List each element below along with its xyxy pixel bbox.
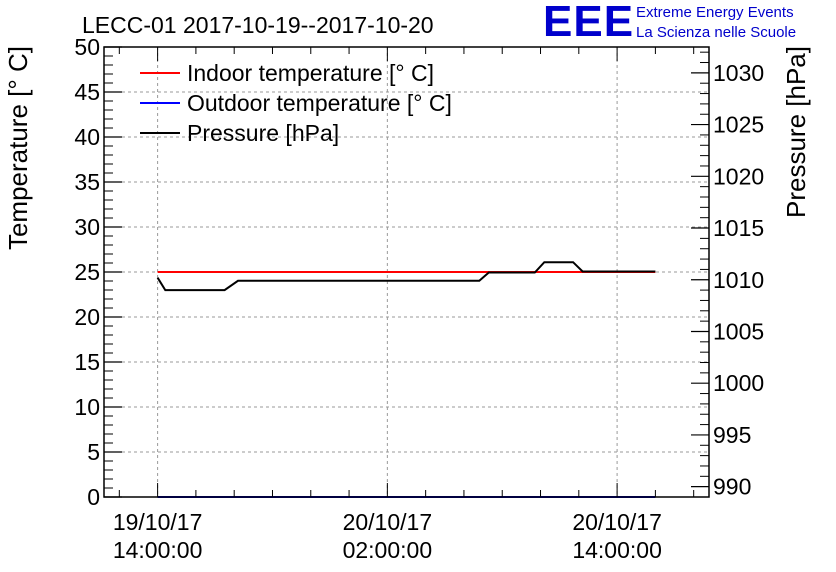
y-tick-label: 50 xyxy=(74,34,100,60)
y-tick-label: 0 xyxy=(87,484,100,510)
eee-logo: EEE xyxy=(543,0,635,46)
legend-label: Pressure [hPa] xyxy=(187,120,339,146)
legend-label: Outdoor temperature [° C] xyxy=(187,90,452,116)
y2-tick-label: 995 xyxy=(713,422,751,448)
legend-label: Indoor temperature [° C] xyxy=(187,60,434,86)
series-line-2 xyxy=(156,261,656,292)
y2-tick-label: 1025 xyxy=(713,112,764,138)
eee-brand: EEE Extreme Energy Events La Scienza nel… xyxy=(543,0,833,46)
x-tick-label-time: 14:00:00 xyxy=(113,537,203,563)
x-tick-label-time: 14:00:00 xyxy=(572,537,662,563)
chart-title: LECC-01 2017-10-19--2017-10-20 xyxy=(82,12,434,38)
y2-tick-label: 1015 xyxy=(713,215,764,241)
y-tick-label: 15 xyxy=(74,349,100,375)
y-tick-label: 20 xyxy=(74,304,100,330)
y-tick-label: 40 xyxy=(74,124,100,150)
y2-tick-label: 1005 xyxy=(713,318,764,344)
y-tick-label: 5 xyxy=(87,439,100,465)
x-tick-label-time: 02:00:00 xyxy=(343,537,433,563)
y2-tick-label: 1010 xyxy=(713,267,764,293)
brand-line-2: La Scienza nelle Scuole xyxy=(636,24,797,41)
y2-tick-label: 1000 xyxy=(713,370,764,396)
y2-tick-label: 990 xyxy=(713,474,751,500)
y-tick-label: 10 xyxy=(74,394,100,420)
axes: 0510152025303540455099099510001005101010… xyxy=(74,34,764,563)
legend: Indoor temperature [° C] Outdoor temperat… xyxy=(140,60,452,146)
series-layer xyxy=(156,261,656,498)
y-tick-label: 45 xyxy=(74,79,100,105)
y2-axis-label: Pressure [hPa] xyxy=(781,46,811,218)
brand-line-1: Extreme Energy Events xyxy=(636,4,794,21)
x-tick-label-date: 20/10/17 xyxy=(343,509,433,535)
y2-tick-label: 1020 xyxy=(713,163,764,189)
y-axis-label: Temperature [° C] xyxy=(3,46,33,250)
y-tick-label: 30 xyxy=(74,214,100,240)
y-tick-label: 25 xyxy=(74,259,100,285)
y2-tick-label: 1030 xyxy=(713,60,764,86)
x-tick-label-date: 20/10/17 xyxy=(572,509,662,535)
x-tick-label-date: 19/10/17 xyxy=(113,509,203,535)
y-tick-label: 35 xyxy=(74,169,100,195)
